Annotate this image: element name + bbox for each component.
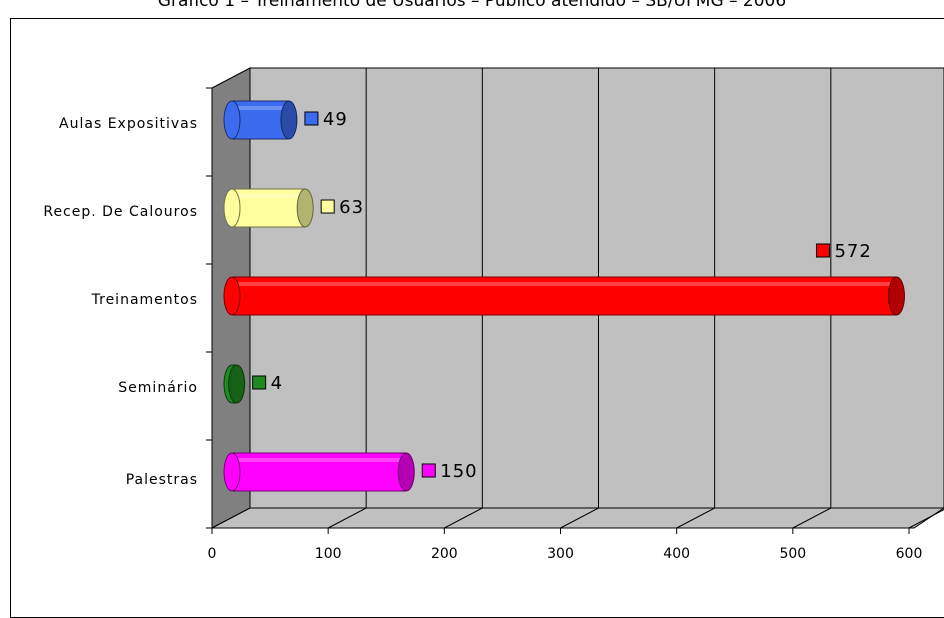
category-label: Palestras <box>126 472 198 488</box>
legend-key <box>421 463 436 478</box>
legend-key <box>320 199 335 214</box>
x-tick-label: 400 <box>663 546 690 562</box>
bar-start-cap <box>223 452 241 492</box>
labels: Aulas Expositivas 49 Recep. De Calouros 63 T… <box>43 109 871 488</box>
gridline-floor <box>560 507 599 529</box>
gridline-floor <box>327 507 367 529</box>
gridline-floor <box>908 509 944 529</box>
x-tick-label: 300 <box>547 546 574 562</box>
bar-end-cap <box>887 276 905 316</box>
data-label: 63 <box>339 197 364 218</box>
gridline-floor <box>676 507 715 529</box>
bar-end-cap <box>228 364 246 404</box>
legend-key <box>304 111 319 126</box>
bar-highlight <box>232 458 407 462</box>
category-label: Seminário <box>118 380 198 396</box>
legend-key <box>815 243 830 258</box>
bar <box>223 276 905 316</box>
bar-highlight <box>232 282 897 286</box>
data-label: 4 <box>271 373 283 394</box>
bar <box>223 364 246 404</box>
bar-body <box>231 452 407 492</box>
bar <box>223 452 415 492</box>
x-tick-label: 0 <box>208 546 217 562</box>
bar <box>223 100 298 140</box>
bar-body <box>231 188 306 228</box>
bar-body <box>231 100 290 140</box>
data-label: 572 <box>834 241 871 262</box>
bar-highlight <box>232 106 289 110</box>
x-tick-label: 100 <box>315 546 342 562</box>
legend-key <box>252 375 267 390</box>
gridline-floor <box>444 507 483 529</box>
bar <box>223 188 314 228</box>
bar-start-cap <box>223 276 241 316</box>
category-label: Treinamentos <box>91 292 198 308</box>
bars <box>223 100 905 492</box>
bar-end-cap <box>280 100 298 140</box>
data-label: 49 <box>323 109 348 130</box>
bar-highlight <box>232 194 306 198</box>
bar-end-cap <box>296 188 314 228</box>
bar-start-cap <box>223 100 241 140</box>
x-tick-label: 600 <box>896 546 923 562</box>
axes: 0 100 200 300 400 500 600 <box>206 87 923 562</box>
category-label: Recep. De Calouros <box>43 204 198 220</box>
bar-start-cap <box>223 188 241 228</box>
data-label: 150 <box>440 461 477 482</box>
x-tick-label: 500 <box>779 546 806 562</box>
bar-end-cap <box>397 452 415 492</box>
category-label: Aulas Expositivas <box>59 116 198 132</box>
x-tick-label: 200 <box>431 546 458 562</box>
chart-title: Gráfico 1 – Treinamento de Usuários – Pú… <box>157 0 787 11</box>
gridline-floor <box>792 507 832 529</box>
floor <box>211 507 944 529</box>
